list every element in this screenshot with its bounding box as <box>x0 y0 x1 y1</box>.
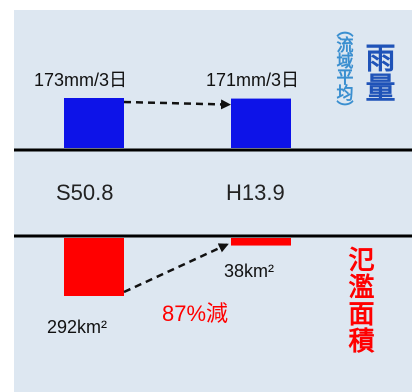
flood-title: 氾濫面積 <box>345 246 375 354</box>
rain-title: 雨量 <box>361 42 396 102</box>
rain-bar-0 <box>64 98 124 148</box>
rain-data-label-h13: 171mm/3日 <box>206 70 299 90</box>
category-label-s50: S50.8 <box>56 180 114 205</box>
chart-panel <box>14 10 412 392</box>
rain-bar-1 <box>231 98 291 148</box>
rain-data-label-s50: 173mm/3日 <box>34 70 127 90</box>
flood-bar-0 <box>64 238 124 296</box>
flood-data-label-s50: 292km² <box>47 317 107 337</box>
category-label-h13: H13.9 <box>226 180 285 205</box>
flood-trend-arrow <box>123 243 229 294</box>
reduction-annotation: 87%減 <box>162 301 228 326</box>
rain-trend-arrow <box>123 99 231 110</box>
rain-subtitle: （流域平均） <box>334 20 354 116</box>
flood-data-label-h13: 38km² <box>224 261 274 281</box>
flood-bar-1 <box>231 238 291 246</box>
